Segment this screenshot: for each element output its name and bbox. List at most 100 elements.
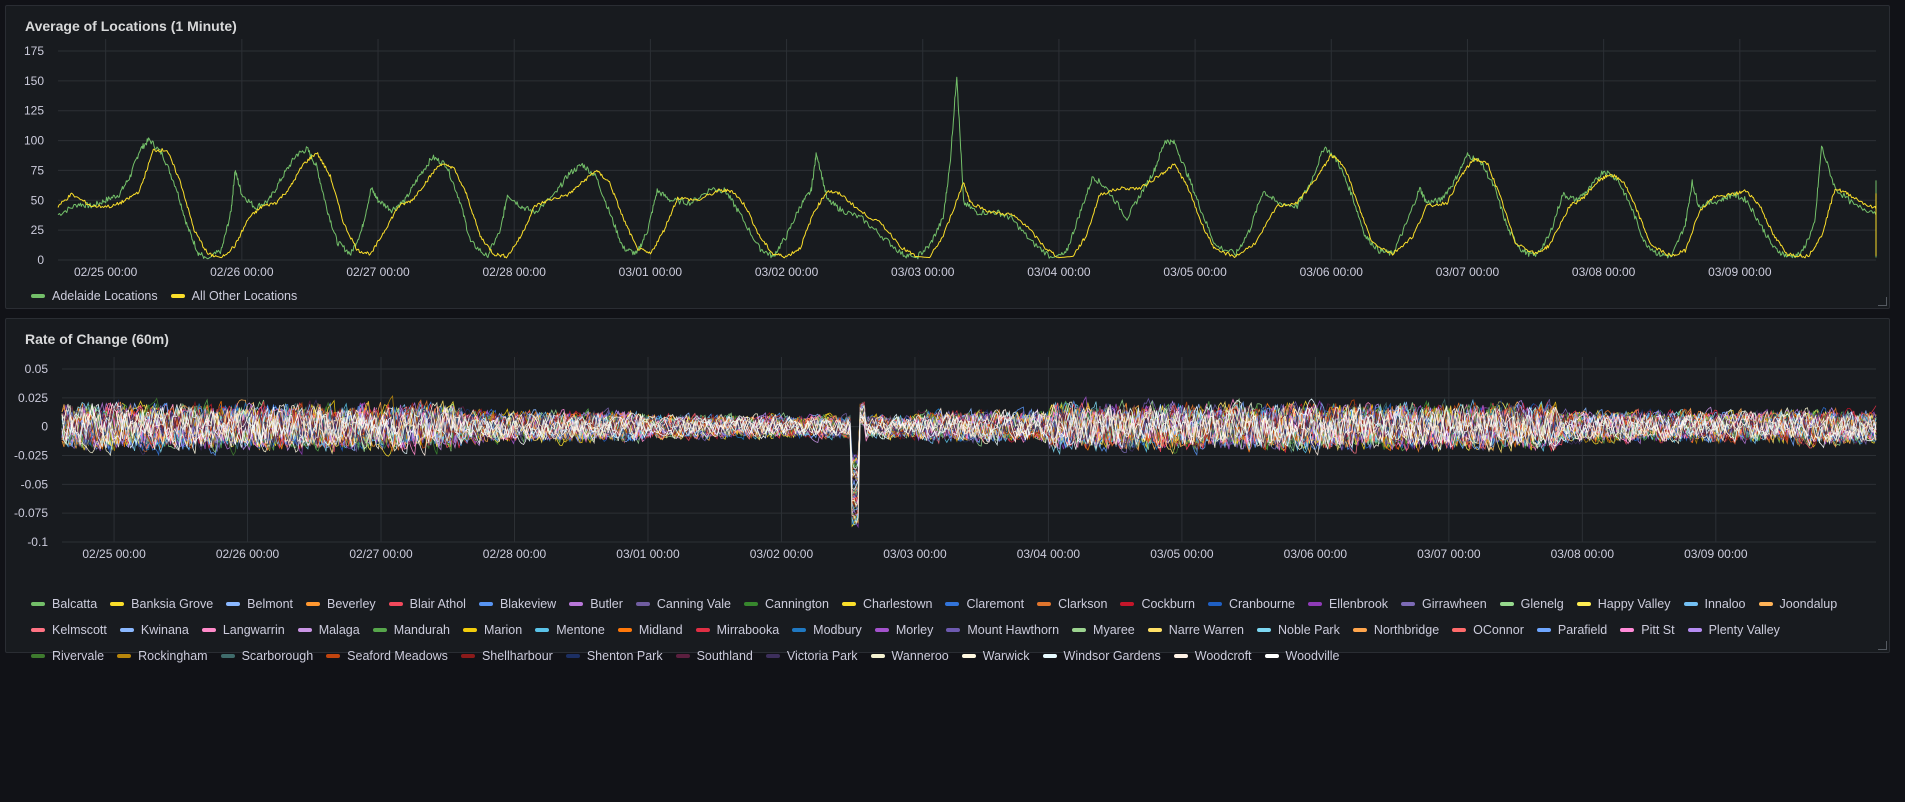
legend-item[interactable]: Southland [675, 644, 753, 668]
legend-item[interactable]: Banksia Grove [110, 592, 213, 616]
x-tick-label: 03/03 00:00 [883, 547, 947, 561]
legend-item[interactable]: Butler [569, 592, 623, 616]
legend-item[interactable]: Narre Warren [1147, 618, 1244, 642]
legend-item[interactable]: Parafield [1536, 618, 1607, 642]
legend-label: Innaloo [1704, 597, 1746, 611]
series-line[interactable] [61, 399, 1877, 490]
series-line[interactable] [61, 401, 1877, 497]
legend-item[interactable]: Wanneroo [870, 644, 949, 668]
legend-item[interactable]: Charlestown [841, 592, 933, 616]
legend-item[interactable]: Pitt St [1620, 618, 1675, 642]
legend-label: Mandurah [393, 623, 450, 637]
y-tick-label: -0.1 [27, 535, 48, 549]
legend-item[interactable]: Blair Athol [388, 592, 466, 616]
legend-item[interactable]: Rockingham [117, 644, 208, 668]
legend-item[interactable]: Noble Park [1256, 618, 1340, 642]
legend-item[interactable]: Modbury [792, 618, 862, 642]
legend-item[interactable]: OConnor [1452, 618, 1524, 642]
legend-item[interactable]: Warwick [961, 644, 1030, 668]
legend-item[interactable]: Claremont [945, 592, 1024, 616]
legend-item[interactable]: Innaloo [1683, 592, 1746, 616]
legend-item[interactable]: Langwarrin [201, 618, 285, 642]
series-line[interactable] [61, 401, 1877, 525]
legend-item[interactable]: Girrawheen [1401, 592, 1487, 616]
legend-item[interactable]: Adelaide Locations [31, 284, 158, 308]
legend-item[interactable]: Woodville [1264, 644, 1340, 668]
legend-item[interactable]: Canning Vale [635, 592, 731, 616]
legend-label: Girrawheen [1422, 597, 1487, 611]
legend-item[interactable]: Blakeview [478, 592, 556, 616]
legend-item[interactable]: Balcatta [31, 592, 97, 616]
legend-item[interactable]: Mount Hawthorn [946, 618, 1059, 642]
legend-swatch [1120, 602, 1135, 606]
legend-label: Marion [483, 623, 523, 637]
legend-item[interactable]: Midland [617, 618, 683, 642]
legend-swatch [306, 602, 321, 606]
panel-title[interactable]: Rate of Change (60m) [25, 331, 169, 347]
legend-item[interactable]: Marion [462, 618, 523, 642]
series-line[interactable] [57, 148, 1877, 259]
legend-swatch [1401, 602, 1416, 606]
legend-label: Pitt St [1641, 623, 1675, 637]
legend-item[interactable]: Seaford Meadows [326, 644, 448, 668]
legend-label: Wanneroo [891, 649, 949, 663]
legend-item[interactable]: Mentone [535, 618, 605, 642]
legend-swatch [1147, 628, 1162, 632]
legend-item[interactable]: Mandurah [372, 618, 450, 642]
legend-label: Narre Warren [1168, 623, 1244, 637]
legend-item[interactable]: Glenelg [1499, 592, 1564, 616]
x-tick-label: 03/08 00:00 [1572, 265, 1636, 279]
legend-item[interactable]: Northbridge [1352, 618, 1439, 642]
legend-item[interactable]: Kelmscott [31, 618, 107, 642]
legend-swatch [1499, 602, 1514, 606]
chart-legend: Balcatta Banksia Grove Belmont Beverley Blai… [31, 590, 1873, 668]
legend-swatch [119, 628, 134, 632]
legend-item[interactable]: Belmont [226, 592, 293, 616]
legend-swatch [1307, 602, 1322, 606]
legend-item[interactable]: Shenton Park [565, 644, 663, 668]
legend-item[interactable]: Shellharbour [460, 644, 553, 668]
legend-item[interactable]: Plenty Valley [1687, 618, 1780, 642]
legend-label: Cockburn [1141, 597, 1195, 611]
legend-item[interactable]: Cranbourne [1207, 592, 1295, 616]
legend-item[interactable]: Woodcroft [1173, 644, 1252, 668]
legend-swatch [1758, 602, 1773, 606]
legend-label: Rivervale [52, 649, 105, 663]
legend-label: Beverley [327, 597, 376, 611]
legend-item[interactable]: Cannington [744, 592, 829, 616]
legend-label: Cranbourne [1228, 597, 1295, 611]
legend-label: Warwick [982, 649, 1030, 663]
legend-label: Woodcroft [1194, 649, 1252, 663]
legend-item[interactable]: Scarborough [220, 644, 313, 668]
plot-area: 0.05 0.025 0 -0.025 -0.05 -0.075 -0.1 02/25 00:… [14, 357, 1877, 561]
legend-item[interactable]: Mirrabooka [695, 618, 779, 642]
panel-title[interactable]: Average of Locations (1 Minute) [25, 18, 237, 34]
legend-swatch [1352, 628, 1367, 632]
x-tick-label: 03/06 00:00 [1300, 265, 1364, 279]
legend-item[interactable]: Happy Valley [1576, 592, 1671, 616]
chart-rate-of-change[interactable]: 0.05 0.025 0 -0.025 -0.05 -0.075 -0.1 02/25 00:… [6, 319, 1891, 654]
legend-item[interactable]: Cockburn [1120, 592, 1195, 616]
series-line[interactable] [61, 402, 1877, 478]
legend-item[interactable]: Victoria Park [765, 644, 858, 668]
resize-handle[interactable] [1878, 641, 1887, 650]
legend-item[interactable]: Ellenbrook [1307, 592, 1389, 616]
legend-item[interactable]: Beverley [306, 592, 376, 616]
legend-item[interactable]: Kwinana [119, 618, 189, 642]
legend-item[interactable]: Morley [874, 618, 933, 642]
legend-label: Charlestown [862, 597, 933, 611]
legend-item[interactable]: All Other Locations [170, 284, 297, 308]
legend-item[interactable]: Joondalup [1758, 592, 1837, 616]
legend-item[interactable]: Windsor Gardens [1042, 644, 1161, 668]
x-tick-label: 03/08 00:00 [1551, 547, 1615, 561]
resize-handle[interactable] [1878, 297, 1887, 306]
legend-swatch [617, 628, 632, 632]
chart-average-locations[interactable]: 0 25 50 75 100 125 150 175 02/25 00:00 02/26 00:0… [6, 6, 1891, 310]
legend-label: Kwinana [140, 623, 189, 637]
legend-item[interactable]: Clarkson [1037, 592, 1107, 616]
legend-item[interactable]: Malaga [297, 618, 360, 642]
legend-item[interactable]: Myaree [1072, 618, 1135, 642]
series-line[interactable] [61, 398, 1877, 461]
legend-item[interactable]: Rivervale [31, 644, 104, 668]
legend-label: Ellenbrook [1328, 597, 1389, 611]
